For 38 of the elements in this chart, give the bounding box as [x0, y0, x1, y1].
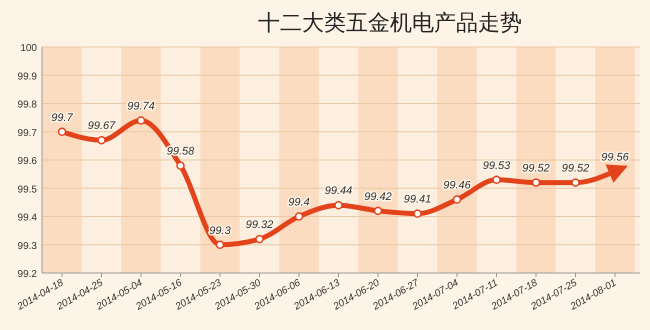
data-label: 99.52: [562, 162, 590, 175]
point: [176, 161, 185, 170]
data-label: 99.74: [127, 100, 155, 112]
y-tick-label: 99.8: [18, 100, 38, 110]
y-tick-label: 99.3: [18, 240, 38, 252]
point: [571, 178, 580, 187]
data-label: 99.52: [522, 162, 550, 175]
y-tick-label: 99.2: [18, 269, 38, 280]
data-label: 99.32: [246, 219, 274, 232]
point: [97, 136, 106, 144]
y-tick-label: 99.7: [18, 128, 38, 139]
point: [216, 240, 224, 249]
y-tick-label: 99.9: [18, 71, 38, 82]
data-label: 99.3: [209, 224, 232, 237]
point: [136, 116, 146, 125]
y-tick-label: 99.6: [18, 156, 38, 167]
point: [452, 195, 462, 204]
point: [532, 178, 540, 187]
data-label: 99.7: [51, 112, 74, 124]
point: [294, 212, 304, 221]
y-tick-label: 100: [20, 43, 38, 54]
data-label: 99.56: [601, 151, 630, 164]
data-label: 99.67: [88, 120, 116, 132]
data-label: 99.42: [364, 190, 392, 203]
data-label: 99.53: [482, 160, 512, 172]
point: [255, 234, 264, 244]
point: [58, 128, 66, 136]
data-label: 99.46: [443, 180, 472, 192]
data-label: 99.4: [288, 196, 310, 208]
point: [334, 200, 343, 210]
y-tick-label: 99.5: [18, 184, 38, 196]
point: [492, 176, 501, 184]
data-label: 99.44: [324, 185, 352, 198]
y-tick-label: 99.4: [18, 212, 38, 224]
data-label: 99.41: [404, 194, 432, 206]
point: [413, 209, 422, 218]
chart-title: 十二大类五金机电产品走势: [258, 11, 522, 36]
point: [374, 206, 382, 216]
